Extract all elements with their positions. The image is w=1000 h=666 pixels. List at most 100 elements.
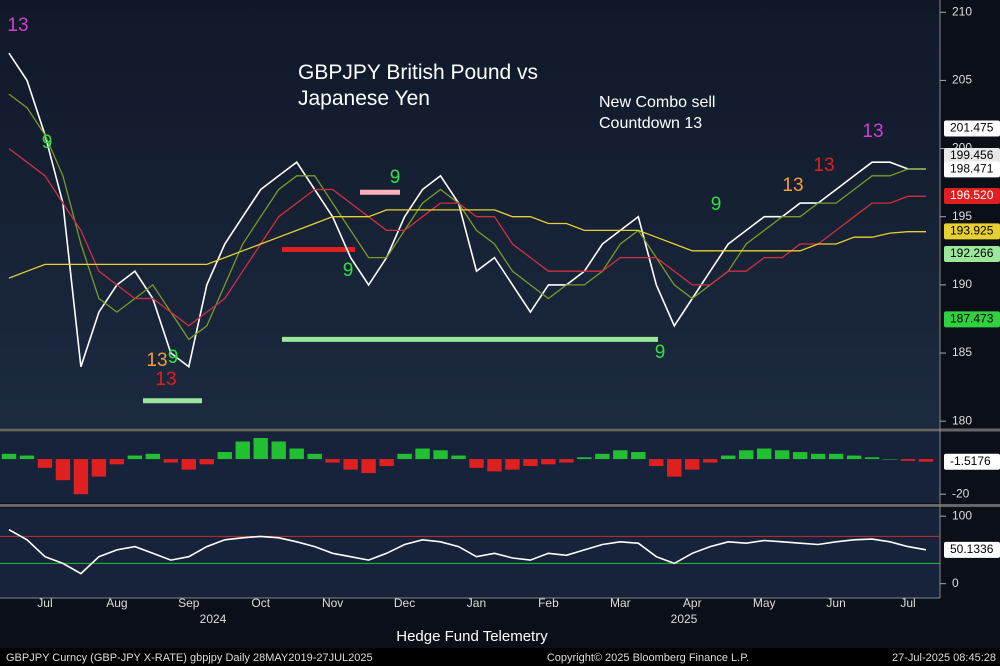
x-tick-label: Jul <box>37 596 52 610</box>
footer-bar <box>0 648 1000 666</box>
annotation: New Combo sell Countdown 13 <box>599 94 716 132</box>
bar <box>864 457 880 460</box>
x-tick-label: Apr <box>683 596 702 610</box>
x-tick-label: Jun <box>826 596 845 610</box>
td-label: 9 <box>655 342 666 363</box>
x-tick-label: Mar <box>610 596 631 610</box>
bar <box>271 441 286 460</box>
bar <box>828 453 844 460</box>
bar <box>487 459 502 472</box>
price-tag-label: -1.5176 <box>950 454 991 468</box>
y-tick-label: 180 <box>952 413 972 427</box>
price-tag-label: 199.456 <box>950 148 994 162</box>
bar <box>415 448 430 460</box>
series-line <box>8 93 926 341</box>
series-line <box>8 529 927 575</box>
td-label: 9 <box>390 167 401 188</box>
price-tag <box>944 453 1000 470</box>
bar <box>109 459 125 465</box>
td-label: 9 <box>343 260 354 281</box>
bar <box>37 459 53 468</box>
price-tag <box>944 161 1000 178</box>
td-label: 13 <box>862 121 883 142</box>
price-tag <box>944 245 1000 262</box>
bar <box>379 459 394 467</box>
price-tag <box>944 541 1000 558</box>
bar <box>541 459 556 465</box>
ticker: GBPJPY Curncy (GBP-JPY X-RATE) gbpjpy Da… <box>6 652 373 664</box>
bar <box>163 459 179 463</box>
series-line <box>8 52 926 369</box>
bar <box>756 448 772 460</box>
x-tick-label: Nov <box>322 596 343 610</box>
bar <box>469 459 484 468</box>
series-line <box>8 209 926 279</box>
price-tag <box>944 223 1000 240</box>
bar <box>703 459 718 463</box>
year-label: 2025 <box>671 612 698 626</box>
bar <box>73 459 89 495</box>
price-tag-label: 50.1336 <box>950 542 994 556</box>
y-tick-label: 210 <box>952 4 972 18</box>
td-label: 13 <box>7 15 28 36</box>
bar <box>685 459 700 470</box>
bar <box>307 453 322 460</box>
bar <box>739 450 754 460</box>
td-label: 13 <box>146 350 167 371</box>
td-label: 9 <box>711 194 722 215</box>
y-tick-label: -20 <box>952 486 970 500</box>
bar <box>451 455 466 460</box>
bar <box>900 459 916 461</box>
bar <box>253 437 268 460</box>
bar <box>1 453 17 460</box>
bar <box>325 459 340 463</box>
price-tag-label: 193.925 <box>950 224 994 238</box>
year-label: 2024 <box>200 612 227 626</box>
price-tag-label: 187.473 <box>950 311 994 325</box>
price-tag-label: 201.475 <box>950 121 994 135</box>
td-label: 9 <box>168 347 179 368</box>
bar <box>433 450 448 460</box>
chart-title: GBPJPY British Pound vs Japanese Yen <box>298 61 539 110</box>
y-tick-label: 100 <box>952 508 972 522</box>
bar <box>235 441 250 460</box>
price-tag-label: 192.266 <box>950 246 994 260</box>
bar <box>343 459 358 470</box>
price-tag <box>944 147 1000 164</box>
price-tag <box>944 120 1000 137</box>
bar <box>577 457 592 460</box>
y-tick-label: 185 <box>952 345 972 359</box>
x-tick-label: May <box>753 596 776 610</box>
x-tick-label: Dec <box>394 596 415 610</box>
bar <box>397 453 412 460</box>
td-label: 9 <box>42 132 53 153</box>
bar <box>631 452 646 460</box>
bar <box>55 459 71 481</box>
bar <box>792 452 808 460</box>
bar <box>91 459 107 477</box>
bar <box>810 453 826 460</box>
bar <box>846 455 862 460</box>
copyright: Copyright© 2025 Bloomberg Finance L.P. <box>547 652 749 664</box>
x-tick-label: Jul <box>900 596 915 610</box>
bar <box>559 459 574 463</box>
bar <box>613 450 628 460</box>
bar <box>289 448 304 460</box>
bar <box>774 450 790 460</box>
timestamp: 27-Jul-2025 08:45:28 <box>892 652 996 664</box>
bar <box>127 455 143 460</box>
y-tick-label: 195 <box>952 209 972 223</box>
bar <box>882 459 898 460</box>
bar <box>595 453 610 460</box>
bar <box>181 459 196 470</box>
x-tick-label: Feb <box>538 596 559 610</box>
bar <box>199 459 214 465</box>
td-label: 13 <box>155 369 176 390</box>
y-tick-label: 0 <box>952 576 959 590</box>
x-tick-label: Aug <box>106 596 127 610</box>
price-tag-label: 196.520 <box>950 188 994 202</box>
y-tick-label: 205 <box>952 73 972 87</box>
bar <box>361 459 376 474</box>
